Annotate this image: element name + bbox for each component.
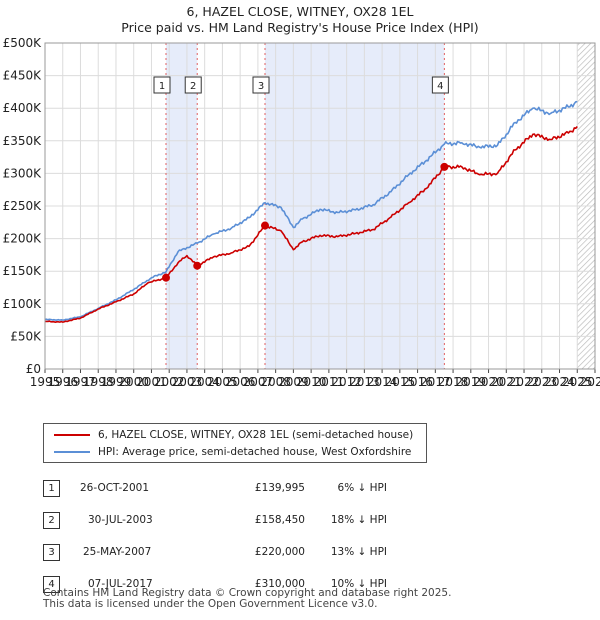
marker-label: 1 (159, 81, 165, 92)
legend-label-property: 6, HAZEL CLOSE, WITNEY, OX28 1EL (semi-d… (98, 429, 414, 441)
x-tick-label: 2002 (154, 375, 185, 389)
price-chart: 1 2 3 4 £0 £50K £100K £150K £200K £250K £300K £350… (3, 36, 600, 389)
x-tick-label: 2021 (491, 375, 522, 389)
legend-label-hpi: HPI: Average price, semi-detached house,… (98, 446, 412, 458)
transaction-date: 25-MAY-2007 (83, 546, 152, 558)
series-line-hpi (44, 100, 578, 321)
legend-item-property: 6, HAZEL CLOSE, WITNEY, OX28 1EL (semi-d… (54, 427, 413, 443)
marker-label-box (431, 76, 449, 94)
legend-swatch-property (54, 434, 90, 436)
legend-swatch-hpi (54, 451, 90, 453)
sale-point (261, 221, 269, 230)
transaction-price: £139,995 (254, 482, 305, 494)
x-tick-label: 2023 (527, 375, 558, 389)
x-tick-label: 2006 (225, 375, 256, 389)
x-tick-label: 2004 (189, 375, 220, 389)
x-tick-label: 1996 (47, 375, 78, 389)
transaction-number: 3 (43, 543, 60, 561)
transactions-table: 1 26-OCT-2001 £139,995 6% ↓ HPI 2 30-JUL… (43, 472, 387, 600)
plot-border (44, 42, 596, 370)
sale-point (440, 162, 449, 171)
sale-point (162, 273, 170, 282)
sale-point (193, 261, 202, 270)
marker-label-box (153, 76, 171, 94)
x-tick-label: 2007 (243, 375, 274, 389)
x-tick-label: 1998 (83, 375, 114, 389)
marker-label: 4 (437, 81, 443, 92)
x-tick-label: 2017 (420, 375, 451, 389)
marker-label-box (184, 76, 202, 94)
transaction-number: 2 (43, 511, 60, 529)
transaction-number: 1 (43, 479, 60, 497)
y-tick-label: £100K (3, 297, 43, 311)
x-tick-label: 2009 (278, 375, 309, 389)
table-row: 4 07-JUL-2017 £310,000 10% ↓ HPI (43, 568, 387, 600)
x-tick-label: 2018 (438, 375, 469, 389)
x-tick-label: 2012 (331, 375, 362, 389)
chart-title-line1: 6, HAZEL CLOSE, WITNEY, OX28 1EL (186, 4, 414, 19)
x-tick-label: 1999 (101, 375, 132, 389)
marker-label-box (252, 76, 270, 94)
transaction-hpi-diff: 13% ↓ HPI (330, 546, 387, 558)
x-tick-label: 2014 (367, 375, 398, 389)
y-tick-label: £150K (3, 264, 43, 278)
transaction-date: 07-JUL-2017 (88, 578, 153, 590)
x-tick-label: 2003 (172, 375, 203, 389)
transaction-hpi-diff: 6% ↓ HPI (337, 482, 387, 494)
x-tick-label: 1995 (30, 375, 61, 389)
transaction-date: 26-OCT-2001 (80, 482, 149, 494)
x-tick-label: 1997 (65, 375, 96, 389)
x-tick-label: 2001 (136, 375, 167, 389)
footer-licence: This data is licensed under the Open Gov… (43, 598, 378, 610)
x-tick-label: 2024 (544, 375, 575, 389)
transaction-date: 30-JUL-2003 (88, 514, 153, 526)
table-row: 2 30-JUL-2003 £158,450 18% ↓ HPI (43, 504, 387, 536)
x-tick-label: 2005 (207, 375, 238, 389)
footer-copyright: Contains HM Land Registry data © Crown c… (43, 587, 452, 599)
x-tick-label: 2019 (456, 375, 487, 389)
y-tick-label: £350K (3, 134, 43, 148)
x-tick-label: 2010 (296, 375, 327, 389)
legend: 6, HAZEL CLOSE, WITNEY, OX28 1EL (semi-d… (43, 423, 427, 463)
table-row: 3 25-MAY-2007 £220,000 13% ↓ HPI (43, 536, 387, 568)
y-tick-label: £300K (3, 166, 43, 180)
y-tick-label: £400K (3, 101, 43, 115)
y-tick-label: £200K (3, 232, 43, 246)
y-tick-label: £450K (3, 69, 43, 83)
transaction-price: £158,450 (254, 514, 305, 526)
series-line-property (45, 125, 578, 323)
x-tick-label: 2015 (385, 375, 416, 389)
y-tick-label: £250K (3, 199, 43, 213)
transaction-hpi-diff: 10% ↓ HPI (330, 578, 387, 590)
x-tick-label: 2022 (509, 375, 540, 389)
y-tick-label: £0 (26, 362, 41, 376)
transaction-price: £310,000 (254, 578, 305, 590)
x-tick-label: 2016 (402, 375, 433, 389)
footer: Contains HM Land Registry data © Crown c… (43, 588, 451, 610)
transaction-number: 4 (43, 575, 60, 593)
x-tick-label: 2013 (349, 375, 380, 389)
transaction-hpi-diff: 18% ↓ HPI (330, 514, 387, 526)
table-row: 1 26-OCT-2001 £139,995 6% ↓ HPI (43, 472, 387, 504)
legend-item-hpi: HPI: Average price, semi-detached house,… (54, 444, 411, 460)
y-tick-label: £50K (10, 329, 42, 343)
y-tick-label: £500K (3, 36, 43, 50)
x-tick-label: 2008 (260, 375, 291, 389)
chart-title-line2: Price paid vs. HM Land Registry's House … (121, 20, 479, 35)
marker-label: 3 (258, 81, 264, 92)
x-tick-label: 2011 (314, 375, 345, 389)
transaction-price: £220,000 (254, 546, 305, 558)
x-tick-label: 2000 (118, 375, 149, 389)
x-tick-label: 2020 (473, 375, 504, 389)
marker-label: 2 (190, 81, 196, 92)
x-tick-label: 2025 (562, 375, 593, 389)
